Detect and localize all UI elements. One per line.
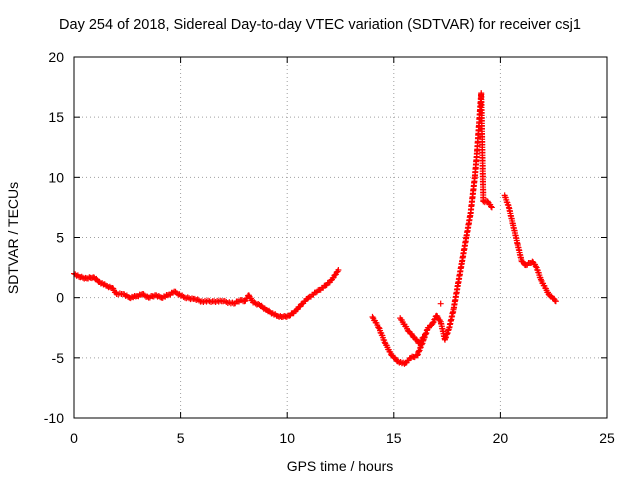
axis-ticks: 0 5 10 15 20 25 -10 -5 0 5 10 15 20: [44, 49, 615, 446]
data-point: [552, 298, 559, 305]
x-tick-label: 5: [177, 430, 185, 446]
y-tick-label: 5: [56, 230, 64, 246]
data-point: [421, 331, 428, 338]
y-tick-label: 20: [48, 49, 64, 65]
data-point: [245, 292, 252, 299]
y-tick-label: 0: [56, 290, 64, 306]
grid: [74, 57, 607, 418]
x-tick-label: 0: [70, 430, 78, 446]
x-tick-label: 15: [386, 430, 402, 446]
data-series: [71, 90, 559, 367]
data-point: [488, 203, 495, 210]
x-tick-label: 20: [493, 430, 509, 446]
data-point: [437, 300, 444, 307]
y-axis-label: SDTVAR / TECUs: [5, 182, 21, 294]
chart-title: Day 254 of 2018, Sidereal Day-to-day VTE…: [59, 17, 581, 33]
x-tick-label: 10: [279, 430, 295, 446]
x-tick-label: 25: [599, 430, 615, 446]
data-point: [369, 313, 376, 320]
plot-frame: [73, 56, 608, 419]
y-tick-label: -10: [44, 410, 64, 426]
data-point: [429, 319, 436, 326]
data-point: [335, 266, 342, 273]
data-point: [422, 330, 429, 337]
x-axis-label: GPS time / hours: [287, 458, 394, 474]
y-tick-label: 10: [48, 169, 64, 185]
data-point: [375, 324, 382, 331]
y-tick-label: 15: [48, 109, 64, 125]
data-point: [484, 198, 491, 205]
data-point: [488, 204, 495, 211]
y-tick-label: -5: [52, 350, 65, 366]
data-point: [532, 263, 539, 270]
